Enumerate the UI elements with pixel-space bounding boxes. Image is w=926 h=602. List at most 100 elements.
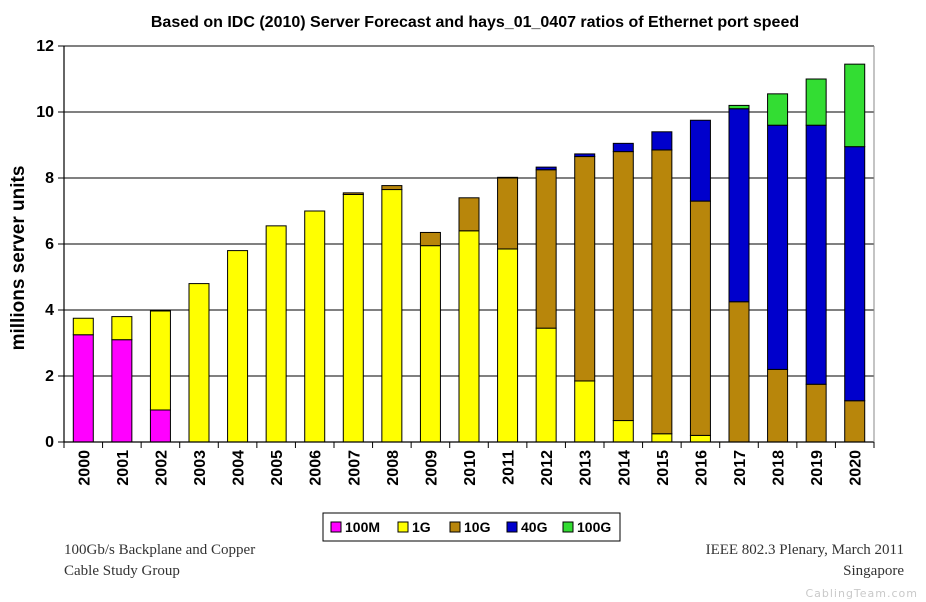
bar-100G-2020 [844, 63, 866, 148]
bar-100M-2002 [149, 409, 171, 443]
footer-right-line2: Singapore [843, 563, 904, 579]
x-tick-label: 2005 [269, 450, 286, 486]
bar-40G-2011 [497, 176, 519, 179]
y-tick-label: 6 [45, 236, 54, 253]
y-tick-label: 12 [36, 38, 54, 55]
y-axis-label: millions server units [8, 166, 29, 351]
x-tick-label: 2012 [539, 450, 556, 486]
legend-swatch-10G [449, 521, 461, 533]
bar-10G-2010 [458, 197, 480, 232]
bar-10G-2016 [689, 200, 711, 436]
bar-1G-2009 [419, 245, 441, 443]
bar-100G-2017 [728, 104, 750, 110]
bar-1G-2005 [265, 225, 287, 443]
x-tick-label: 2019 [809, 450, 826, 486]
legend-label-10G: 10G [464, 519, 491, 535]
bar-100M-2001 [111, 339, 133, 443]
y-tick-label: 2 [45, 368, 54, 385]
x-tick-label: 2004 [231, 450, 248, 486]
legend-swatch-1G [397, 521, 409, 533]
bar-1G-2001 [111, 316, 133, 341]
bar-10G-2009 [419, 231, 441, 247]
bar-1G-2012 [535, 327, 557, 443]
x-tick-label: 2015 [655, 450, 672, 486]
legend-label-40G: 40G [521, 519, 548, 535]
x-tick-label: 2000 [76, 450, 93, 486]
bar-1G-2014 [612, 420, 634, 443]
bar-40G-2014 [612, 142, 634, 153]
legend-label-1G: 1G [412, 519, 431, 535]
y-tick-label: 4 [45, 302, 54, 319]
bar-1G-2011 [497, 248, 519, 443]
x-tick-label: 2016 [693, 450, 710, 486]
x-tick-label: 2014 [616, 450, 633, 486]
bar-1G-2000 [72, 317, 94, 336]
bar-10G-2013 [574, 156, 596, 382]
x-tick-label: 2002 [153, 450, 170, 486]
footer-right-line1: IEEE 802.3 Plenary, March 2011 [705, 542, 904, 558]
y-tick-label: 0 [45, 434, 54, 451]
bar-10G-2008 [381, 185, 403, 191]
x-tick-label: 2008 [385, 450, 402, 486]
bar-40G-2012 [535, 166, 557, 171]
legend-swatch-100G [562, 521, 574, 533]
bar-1G-2004 [227, 250, 249, 443]
bar-10G-2007 [342, 192, 364, 196]
bar-10G-2015 [651, 149, 673, 435]
bar-40G-2018 [767, 124, 789, 370]
legend-label-100G: 100G [577, 519, 611, 535]
legend-swatch-100M [330, 521, 342, 533]
x-tick-label: 2001 [115, 450, 132, 486]
footer-right: IEEE 802.3 Plenary, March 2011 Singapore [706, 540, 904, 582]
bar-10G-2019 [805, 383, 827, 443]
bar-1G-2015 [651, 433, 673, 443]
footer-left-line1: 100Gb/s Backplane and Copper [64, 542, 256, 558]
bar-40G-2016 [689, 119, 711, 202]
x-axis-ticks: 2000 2001 2002 2003 2004 2005 2006 2007 2008 2009… [63, 442, 875, 486]
bar-40G-2017 [728, 108, 750, 303]
bar-1G-2010 [458, 230, 480, 443]
bar-1G-2013 [574, 380, 596, 443]
bar-1G-2002 [149, 310, 171, 411]
x-tick-label: 2018 [771, 450, 788, 486]
chart-title: Based on IDC (2010) Server Forecast and … [151, 14, 799, 31]
bar-1G-2016 [689, 434, 711, 443]
y-tick-label: 8 [45, 170, 54, 187]
bar-100G-2018 [767, 93, 789, 126]
legend-label-100M: 100M [345, 519, 380, 535]
footer-left: 100Gb/s Backplane and Copper Cable Study… [64, 540, 255, 582]
y-axis-ticks: 0 2 4 6 8 10 12 [36, 38, 64, 451]
bar-40G-2015 [651, 131, 673, 151]
x-tick-label: 2013 [578, 450, 595, 486]
x-tick-label: 2017 [732, 450, 749, 486]
bar-100G-2019 [805, 78, 827, 126]
bar-1G-2006 [304, 210, 326, 443]
x-tick-label: 2009 [423, 450, 440, 486]
bar-10G-2012 [535, 169, 557, 329]
bar-1G-2008 [381, 189, 403, 443]
bar-40G-2019 [805, 124, 827, 385]
x-tick-label: 2020 [848, 450, 865, 486]
y-tick-label: 10 [36, 104, 54, 121]
bar-40G-2013 [574, 153, 596, 158]
bar-10G-2017 [728, 301, 750, 443]
x-tick-label: 2003 [192, 450, 209, 486]
bar-10G-2014 [612, 151, 634, 422]
bar-1G-2007 [342, 194, 364, 443]
x-tick-label: 2011 [501, 450, 518, 485]
bar-10G-2018 [767, 368, 789, 443]
bar-10G-2011 [497, 177, 519, 250]
watermark: CablingTeam.com [805, 587, 918, 600]
legend: 100M 1G 10G 40G 100G [322, 512, 621, 542]
x-tick-label: 2007 [346, 450, 363, 486]
bar-series [72, 63, 866, 443]
bar-100M-2000 [72, 334, 94, 443]
bar-1G-2003 [188, 283, 210, 443]
bar-10G-2020 [844, 400, 866, 443]
bar-40G-2020 [844, 146, 866, 402]
x-tick-label: 2010 [462, 450, 479, 486]
legend-swatch-40G [506, 521, 518, 533]
footer-left-line2: Cable Study Group [64, 563, 180, 579]
x-tick-label: 2006 [308, 450, 325, 486]
